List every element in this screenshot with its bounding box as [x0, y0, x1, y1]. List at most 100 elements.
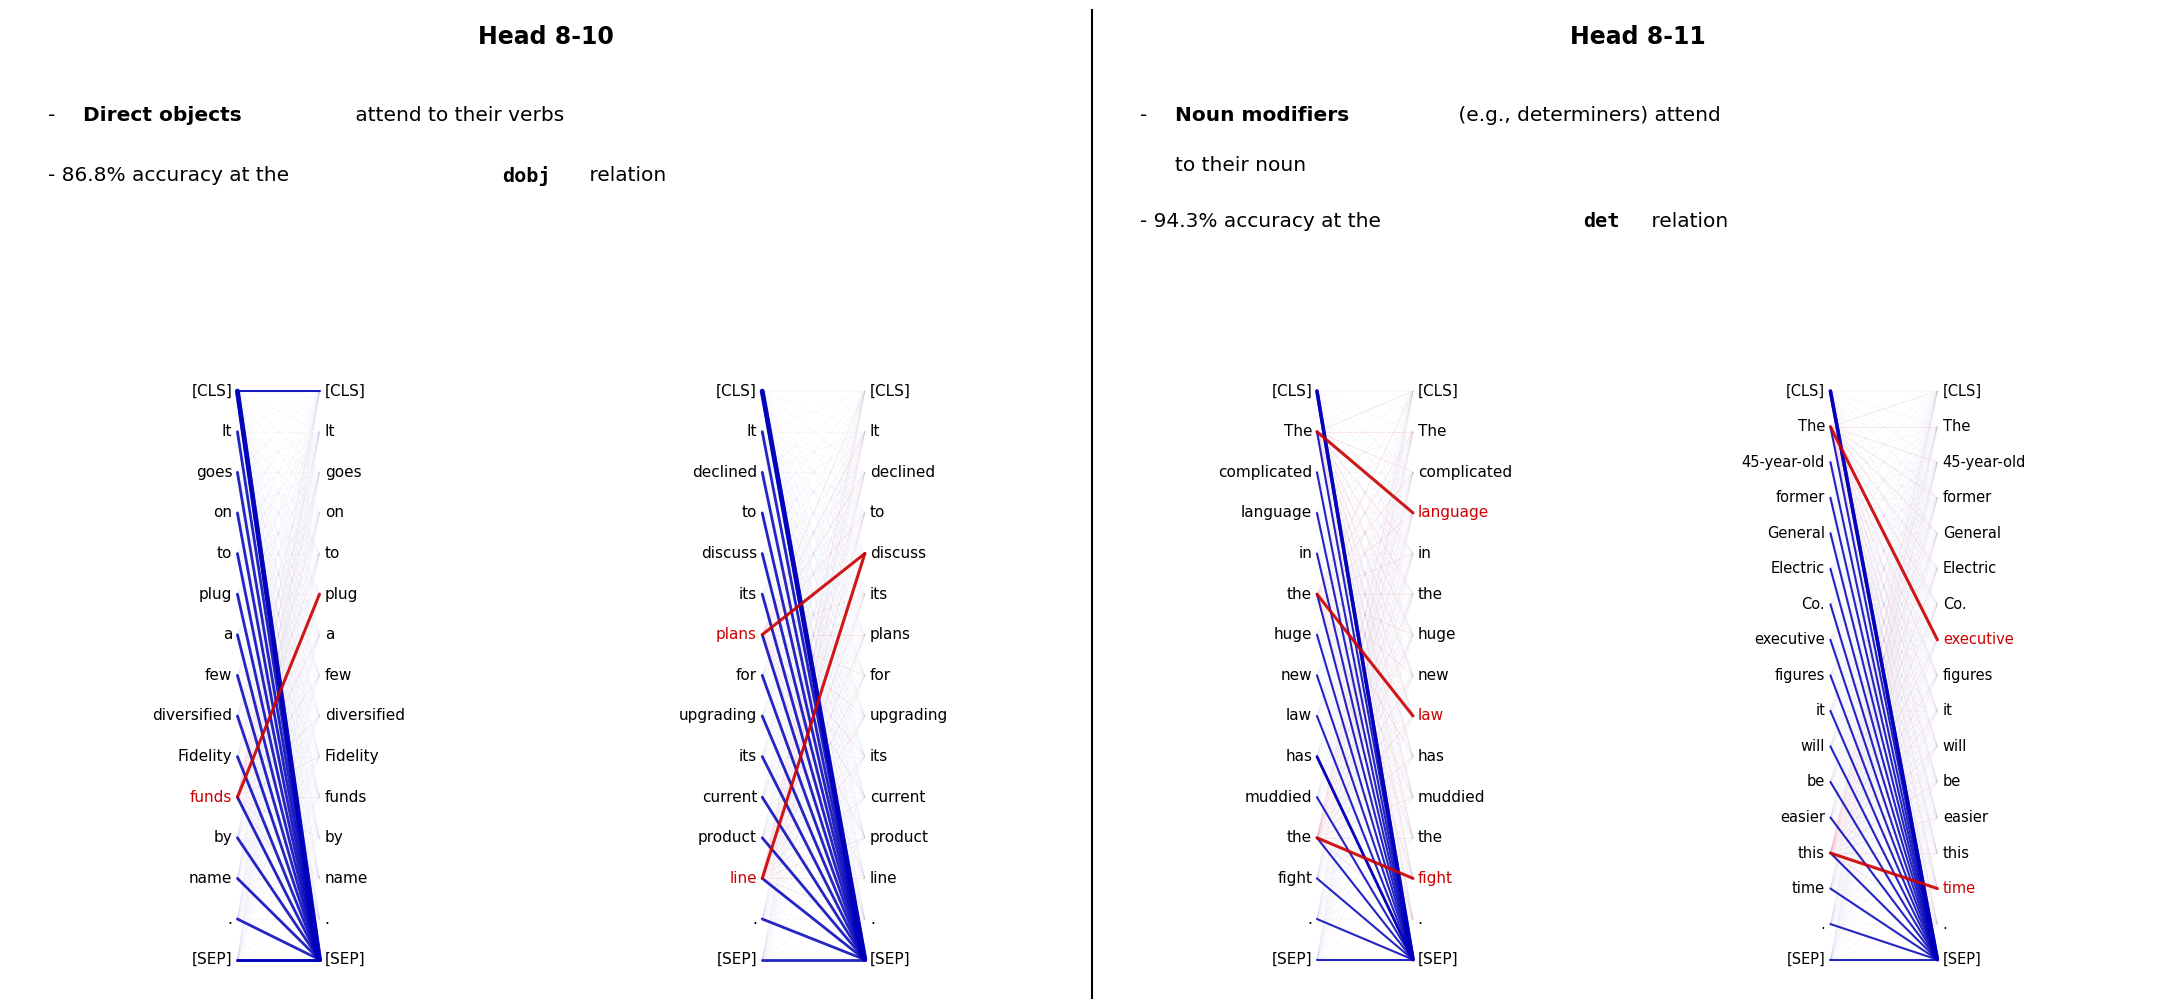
Text: det: det — [1583, 212, 1621, 231]
Text: line: line — [729, 871, 758, 886]
Text: to: to — [216, 546, 232, 561]
Text: Electric: Electric — [1771, 561, 1826, 577]
Text: huge: huge — [1273, 627, 1313, 642]
Text: .: . — [227, 911, 232, 926]
Text: in: in — [1417, 546, 1433, 561]
Text: declined: declined — [692, 465, 758, 480]
Text: this: this — [1797, 846, 1826, 861]
Text: -: - — [1140, 106, 1153, 125]
Text: diversified: diversified — [325, 709, 404, 724]
Text: [SEP]: [SEP] — [1271, 953, 1313, 967]
Text: Head 8-11: Head 8-11 — [1570, 25, 1706, 49]
Text: easier: easier — [1944, 810, 1987, 825]
Text: - 94.3% accuracy at the: - 94.3% accuracy at the — [1140, 212, 1387, 231]
Text: huge: huge — [1417, 627, 1457, 642]
Text: plug: plug — [325, 587, 358, 602]
Text: fight: fight — [1278, 871, 1313, 886]
Text: [SEP]: [SEP] — [1787, 953, 1826, 967]
Text: It: It — [223, 424, 232, 439]
Text: - 86.8% accuracy at the: - 86.8% accuracy at the — [48, 166, 295, 185]
Text: law: law — [1286, 709, 1313, 724]
Text: [SEP]: [SEP] — [869, 953, 911, 967]
Text: plug: plug — [199, 587, 232, 602]
Text: declined: declined — [869, 465, 935, 480]
Text: [CLS]: [CLS] — [1944, 384, 1981, 398]
Text: [CLS]: [CLS] — [325, 384, 365, 398]
Text: Co.: Co. — [1944, 597, 1966, 612]
Text: its: its — [738, 749, 758, 764]
Text: [SEP]: [SEP] — [192, 953, 232, 967]
Text: the: the — [1417, 831, 1444, 846]
Text: Co.: Co. — [1802, 597, 1826, 612]
Text: on: on — [214, 505, 232, 520]
Text: for: for — [869, 668, 891, 682]
Text: language: language — [1241, 505, 1313, 520]
Text: it: it — [1815, 704, 1826, 719]
Text: relation: relation — [1645, 212, 1728, 231]
Text: name: name — [188, 871, 232, 886]
Text: for: for — [736, 668, 758, 682]
Text: few: few — [205, 668, 232, 682]
Text: by: by — [214, 831, 232, 846]
Text: a: a — [223, 627, 232, 642]
Text: 45-year-old: 45-year-old — [1741, 455, 1826, 470]
Text: .: . — [1819, 916, 1826, 931]
Text: [CLS]: [CLS] — [716, 384, 758, 398]
Text: It: It — [325, 424, 334, 439]
Text: has: has — [1284, 749, 1313, 764]
Text: former: former — [1944, 490, 1992, 505]
Text: The: The — [1284, 424, 1313, 439]
Text: has: has — [1417, 749, 1446, 764]
Text: the: the — [1417, 587, 1444, 602]
Text: to: to — [743, 505, 758, 520]
Text: new: new — [1280, 668, 1313, 682]
Text: It: It — [747, 424, 758, 439]
Text: its: its — [738, 587, 758, 602]
Text: executive: executive — [1754, 632, 1826, 647]
Text: .: . — [751, 911, 758, 926]
Text: Electric: Electric — [1944, 561, 1996, 577]
Text: The: The — [1797, 419, 1826, 434]
Text: The: The — [1417, 424, 1446, 439]
Text: to: to — [325, 546, 341, 561]
Text: fight: fight — [1417, 871, 1452, 886]
Text: General: General — [1944, 526, 2001, 540]
Text: its: its — [869, 749, 889, 764]
Text: time: time — [1791, 881, 1826, 896]
Text: [SEP]: [SEP] — [716, 953, 758, 967]
Text: -: - — [48, 106, 61, 125]
Text: figures: figures — [1776, 668, 1826, 682]
Text: name: name — [325, 871, 369, 886]
Text: General: General — [1767, 526, 1826, 540]
Text: Head 8-10: Head 8-10 — [478, 25, 614, 49]
Text: complicated: complicated — [1417, 465, 1511, 480]
Text: it: it — [1944, 704, 1952, 719]
Text: Fidelity: Fidelity — [177, 749, 232, 764]
Text: muddied: muddied — [1245, 789, 1313, 804]
Text: .: . — [325, 911, 330, 926]
Text: .: . — [869, 911, 876, 926]
Text: muddied: muddied — [1417, 789, 1485, 804]
Text: (e.g., determiners) attend: (e.g., determiners) attend — [1452, 106, 1721, 125]
Text: [SEP]: [SEP] — [325, 953, 365, 967]
Text: law: law — [1417, 709, 1444, 724]
Text: line: line — [869, 871, 898, 886]
Text: discuss: discuss — [701, 546, 758, 561]
Text: language: language — [1417, 505, 1489, 520]
Text: Direct objects: Direct objects — [83, 106, 242, 125]
Text: complicated: complicated — [1219, 465, 1313, 480]
Text: in: in — [1297, 546, 1313, 561]
Text: current: current — [701, 789, 758, 804]
Text: few: few — [325, 668, 352, 682]
Text: funds: funds — [190, 789, 232, 804]
Text: [CLS]: [CLS] — [192, 384, 232, 398]
Text: attend to their verbs: attend to their verbs — [349, 106, 566, 125]
Text: dobj: dobj — [502, 166, 550, 186]
Text: plans: plans — [869, 627, 911, 642]
Text: be: be — [1806, 774, 1826, 789]
Text: upgrading: upgrading — [869, 709, 948, 724]
Text: .: . — [1417, 911, 1422, 926]
Text: the: the — [1286, 587, 1313, 602]
Text: to their noun: to their noun — [1175, 156, 1306, 175]
Text: a: a — [325, 627, 334, 642]
